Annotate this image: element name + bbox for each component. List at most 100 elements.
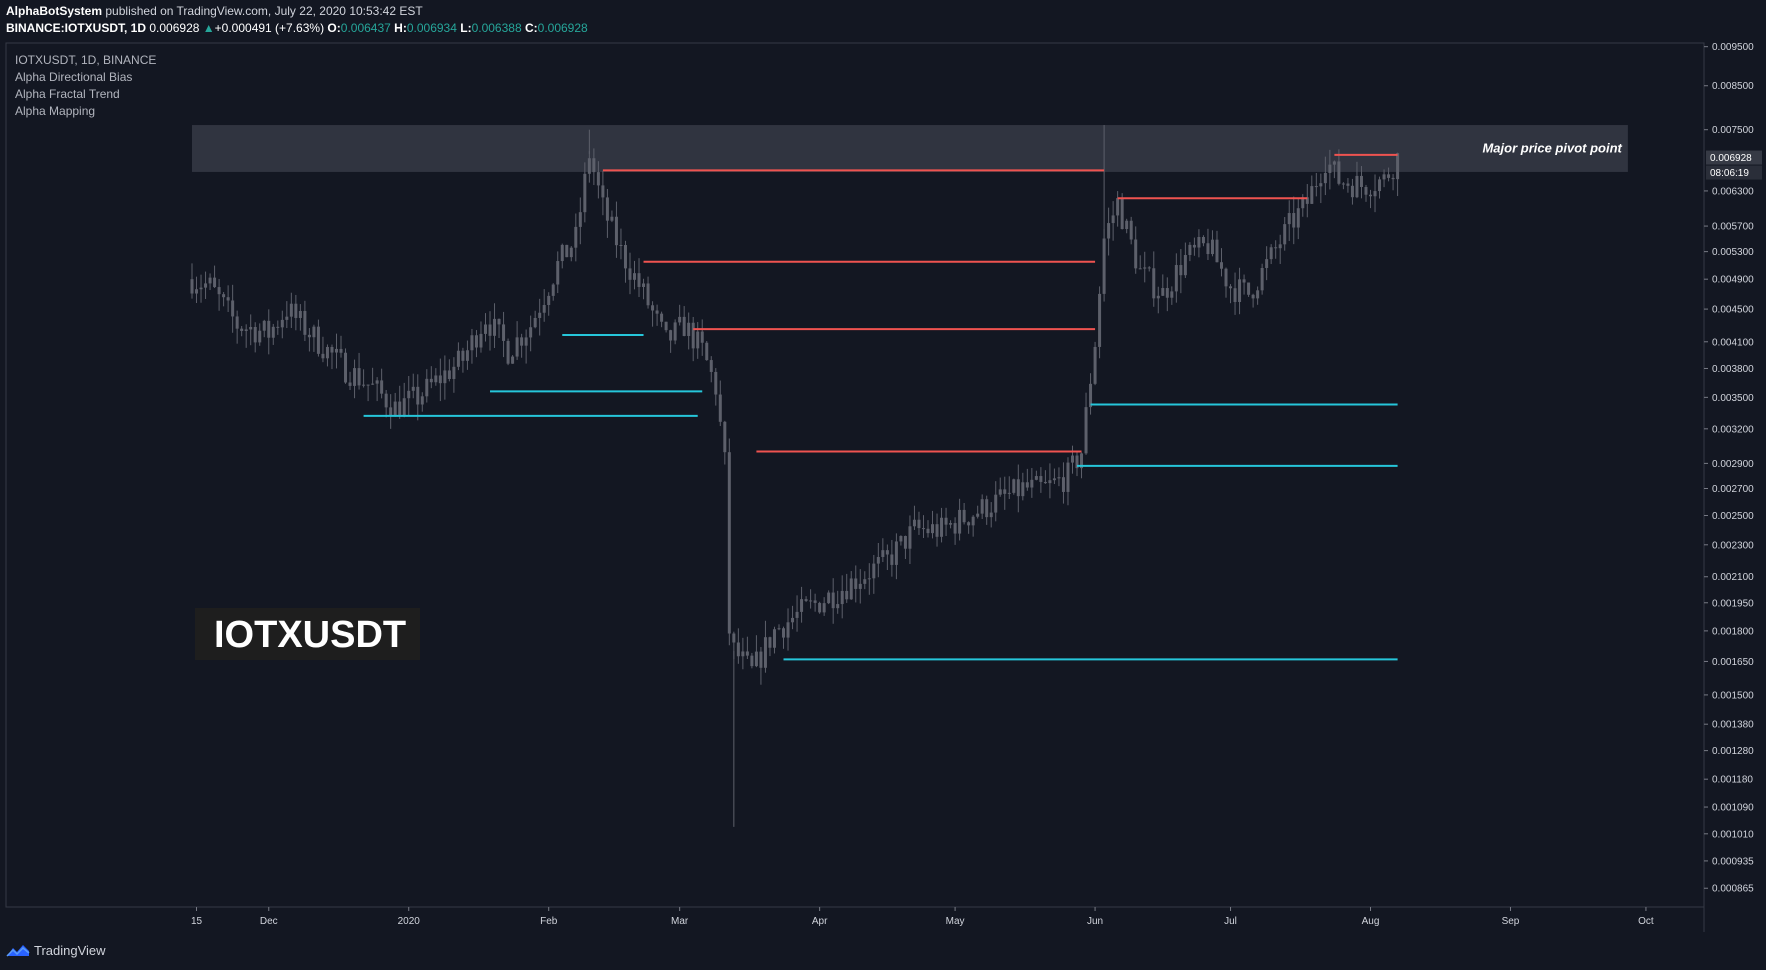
candle-body <box>1034 476 1038 480</box>
candle-body <box>1147 267 1151 269</box>
candle-body <box>1089 383 1093 408</box>
candle-body <box>316 326 320 354</box>
candle-body <box>1247 282 1251 295</box>
candle-body <box>669 330 673 341</box>
time-tick-label: May <box>946 916 965 927</box>
candle-body <box>818 602 822 613</box>
ohlc-high-value: 0.006934 <box>406 21 457 35</box>
legend-fractal-trend[interactable]: Alpha Fractal Trend <box>15 87 120 101</box>
candle-body <box>845 590 849 600</box>
candle-body <box>443 370 447 384</box>
candle-body <box>687 322 691 336</box>
candle-body <box>750 655 754 667</box>
tradingview-logo-icon[interactable] <box>6 942 30 958</box>
time-tick-label: Sep <box>1502 916 1520 927</box>
candle-body <box>1125 220 1129 230</box>
price-axis[interactable]: 0.009500 0.008500 0.007500 0.006300 0.005700… <box>1704 42 1754 895</box>
candle-body <box>1287 213 1291 225</box>
candle-body <box>813 600 817 603</box>
candle-body <box>732 633 736 643</box>
candle-body <box>637 273 641 287</box>
time-axis[interactable]: 15 Dec 2020 Feb Mar Apr May Jun Jul Aug Sep Oct <box>191 907 1654 927</box>
candle-body <box>1350 185 1354 198</box>
candle-body <box>1274 247 1278 249</box>
candle-body <box>1269 247 1273 260</box>
candle-body <box>867 578 871 580</box>
candle-body <box>664 321 668 331</box>
price-tick-label: 0.004500 <box>1712 305 1754 316</box>
legend-symbol[interactable]: IOTXUSDT, 1D, BINANCE <box>15 53 156 67</box>
publisher-name[interactable]: AlphaBotSystem <box>6 4 103 18</box>
countdown-tag-text: 08:06:19 <box>1710 168 1749 179</box>
candle-body <box>488 324 492 336</box>
candle-body <box>524 337 528 346</box>
candle-body <box>696 331 700 349</box>
candle-body <box>362 384 366 386</box>
legend-directional-bias[interactable]: Alpha Directional Bias <box>15 70 132 84</box>
footer-brand[interactable]: TradingView <box>34 942 106 958</box>
candle-body <box>1057 477 1061 479</box>
watermark-box: IOTXUSDT <box>195 608 420 660</box>
candle-body <box>565 244 569 258</box>
ohlc-low-value: 0.006388 <box>471 21 522 35</box>
candle-body <box>479 333 483 348</box>
candle-body <box>276 326 280 328</box>
candle-body <box>727 452 731 634</box>
candle-body <box>840 590 844 605</box>
candle-body <box>1328 164 1332 173</box>
candle-body <box>452 366 456 379</box>
candle-body <box>836 604 840 609</box>
candle-body <box>353 368 357 386</box>
price-tick-label: 0.001180 <box>1712 775 1753 786</box>
price-tick-label: 0.002500 <box>1712 511 1754 522</box>
candle-body <box>705 342 709 361</box>
candle-body <box>344 352 348 383</box>
candle-body <box>673 322 677 341</box>
candle-body <box>768 637 772 648</box>
candle-body <box>1143 267 1147 269</box>
candle-body <box>434 375 438 383</box>
candle-body <box>456 350 460 367</box>
price-tick-label: 0.001500 <box>1712 690 1754 701</box>
candle-body <box>1382 174 1386 180</box>
candle-body <box>1346 183 1350 186</box>
candle-body <box>1098 293 1102 347</box>
candle-body <box>506 340 510 364</box>
candle-body <box>1323 172 1327 184</box>
candle-body <box>231 300 235 317</box>
candle-body <box>1152 268 1156 299</box>
candle-body <box>217 287 221 295</box>
price-tick-label: 0.005300 <box>1712 247 1754 258</box>
candle-body <box>1116 198 1120 216</box>
candle-body <box>610 216 614 221</box>
candle-body <box>307 334 311 338</box>
candle-body <box>642 283 646 287</box>
plot-area[interactable] <box>5 42 1705 908</box>
candle-body <box>366 384 370 386</box>
candle-body <box>1378 179 1382 192</box>
candle-body <box>425 378 429 397</box>
candle-body <box>989 512 993 518</box>
candle-body <box>493 318 497 336</box>
candle-body <box>849 578 853 600</box>
price-tick-label: 0.001950 <box>1712 598 1754 609</box>
candle-body <box>854 578 858 589</box>
legend-alpha-mapping[interactable]: Alpha Mapping <box>15 104 95 118</box>
candle-body <box>1165 288 1169 298</box>
candle-body <box>1210 239 1214 255</box>
candle-body <box>1021 482 1025 497</box>
candle-body <box>371 383 375 385</box>
pivot-zone <box>192 125 1628 172</box>
candle-body <box>1025 482 1029 488</box>
price-tick-label: 0.003200 <box>1712 424 1754 435</box>
candle-body <box>926 528 930 534</box>
candle-body <box>569 247 573 258</box>
candle-body <box>574 226 578 248</box>
time-tick-label: Feb <box>540 916 558 927</box>
ohlc-close-value: 0.006928 <box>537 21 588 35</box>
candle-body <box>998 489 1002 495</box>
ohlc-open-label: O: <box>327 21 341 35</box>
candle-body <box>1229 286 1233 289</box>
candle-body <box>736 642 740 657</box>
